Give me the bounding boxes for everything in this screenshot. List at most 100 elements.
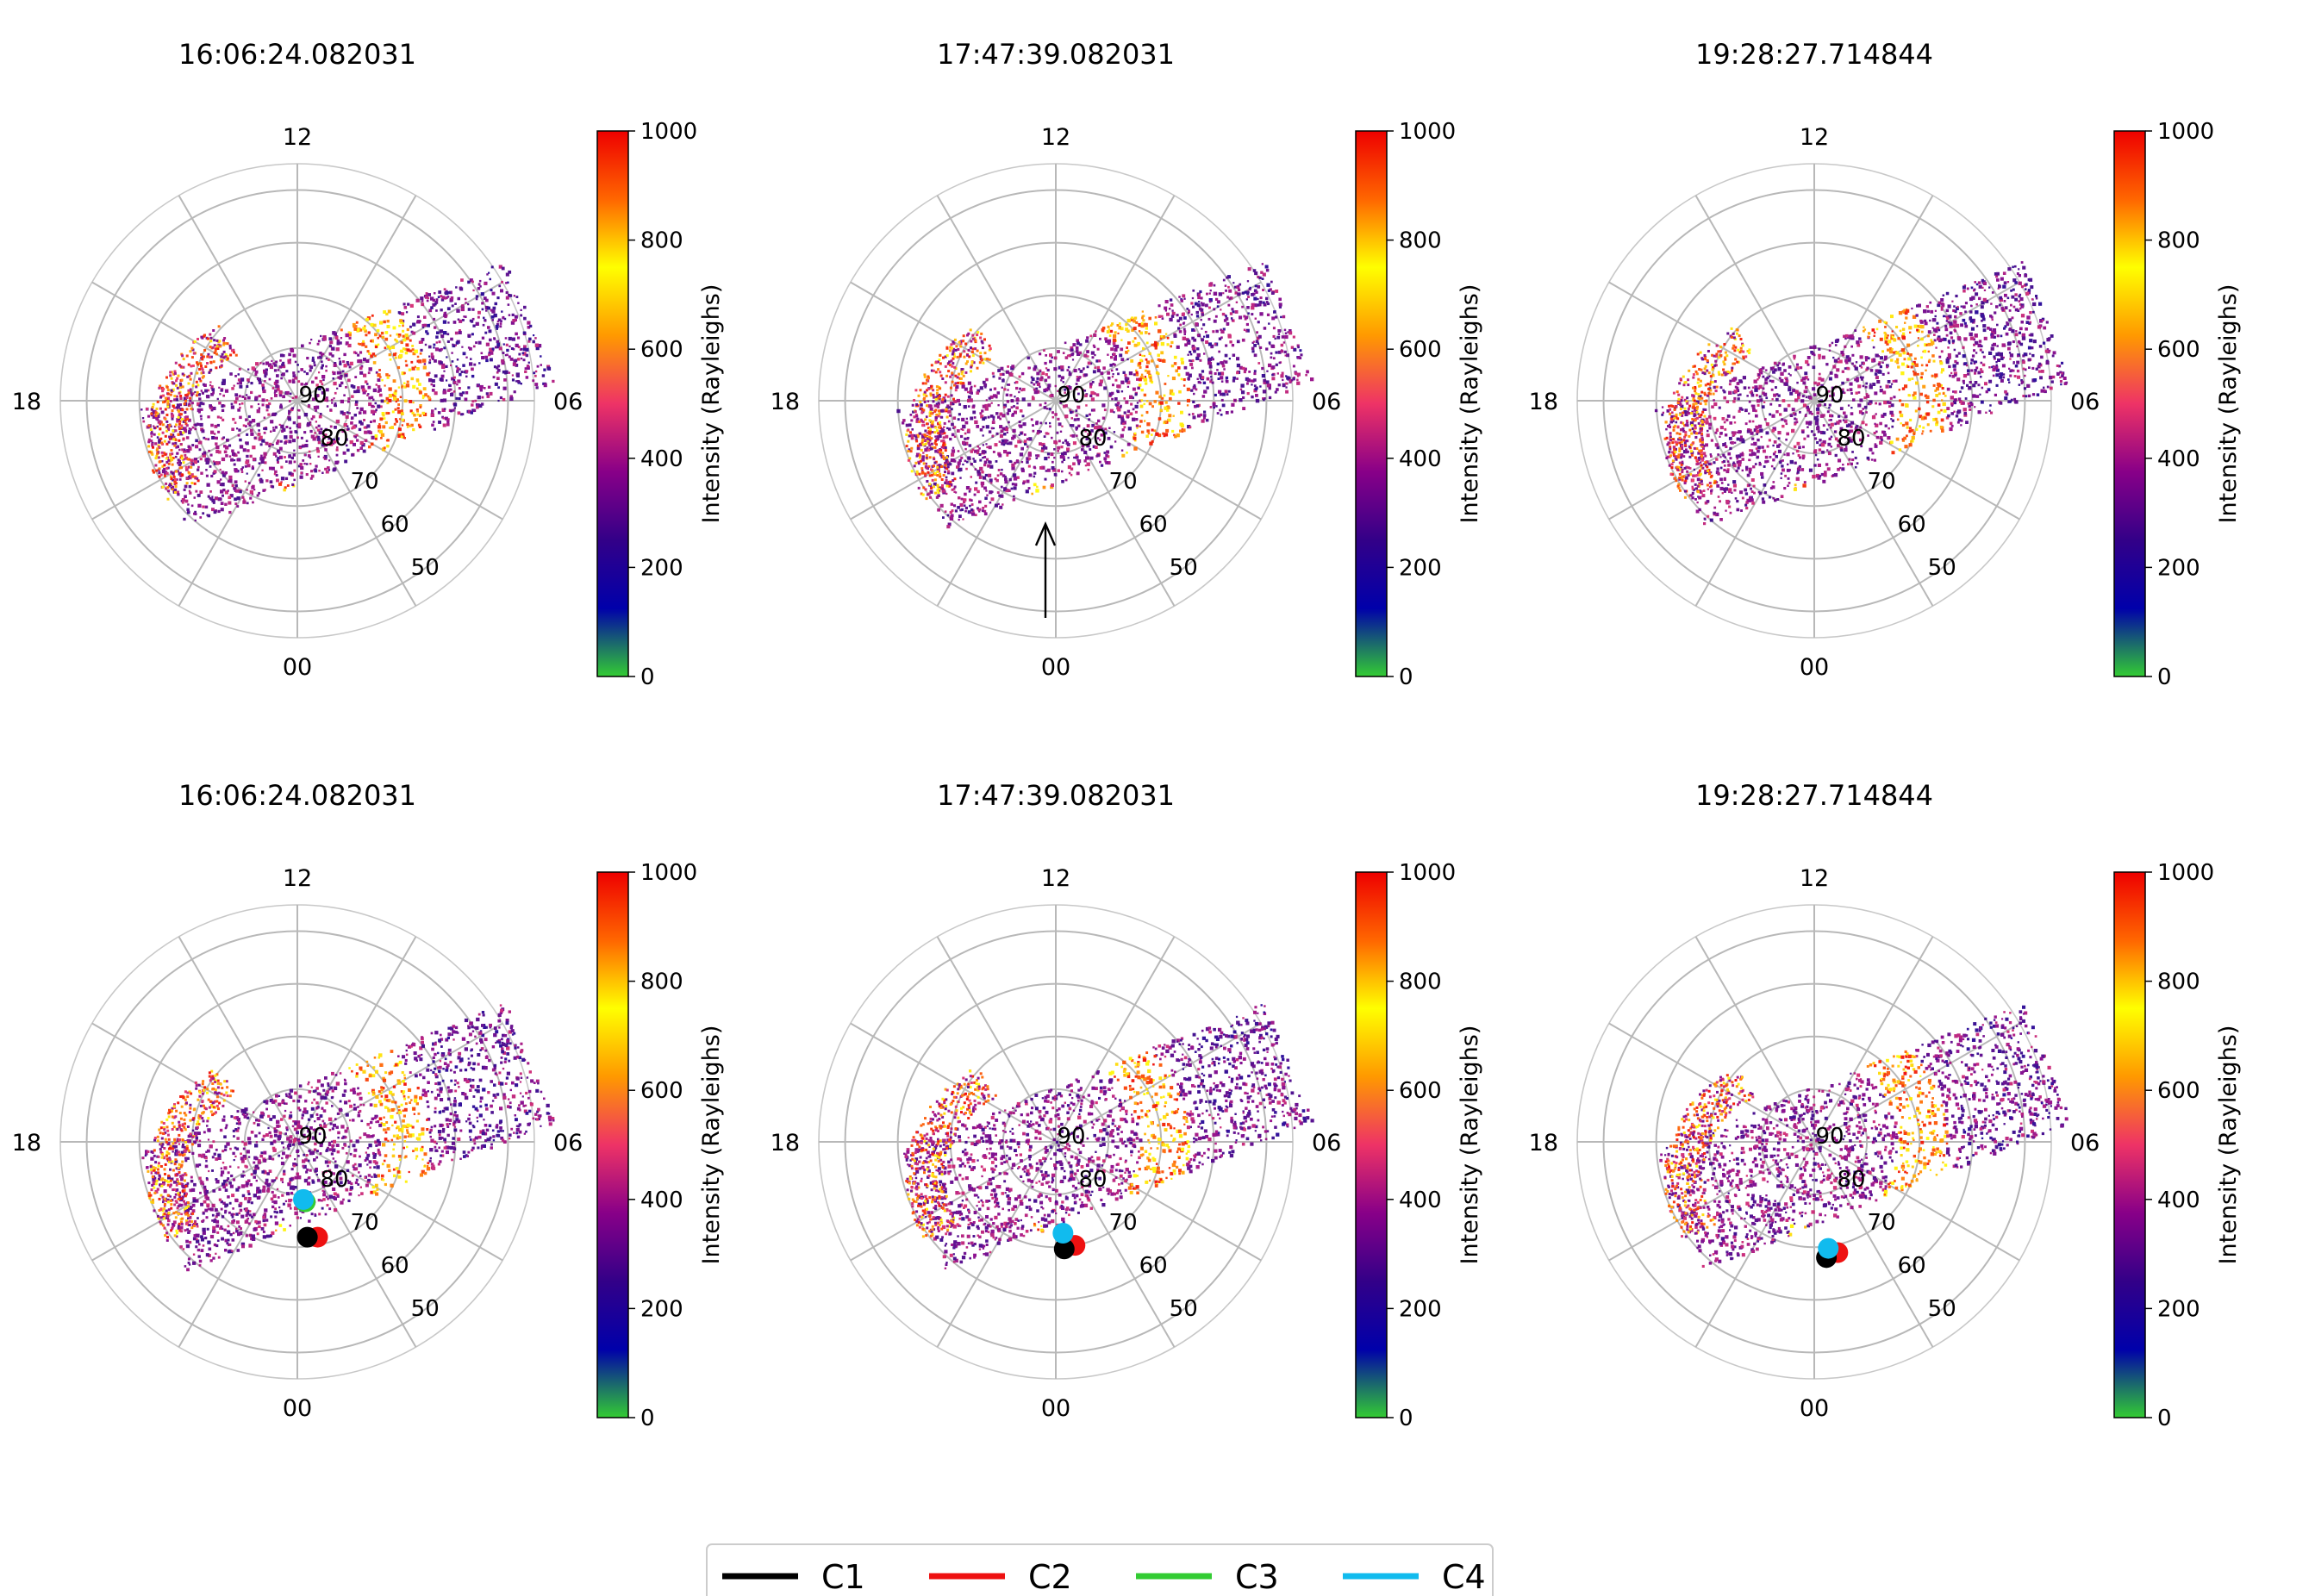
mlt-spoke [1813,400,2020,521]
auroral-intensity-scatter [903,1004,1314,1269]
mlt-label-top: 12 [1800,124,1829,151]
lat-label-50: 50 [1928,555,1956,581]
polar-grid [1576,163,2052,639]
lat-label-50: 50 [411,1296,440,1322]
legend-label-c1: C1 [821,1558,865,1596]
colorbar-tick-600: 600 [1399,1078,1442,1104]
lat-label-90: 90 [1815,1124,1844,1150]
mlt-spoke [1055,936,1176,1143]
colorbar: 0 200 400 600 800 1000 Intensity (Rayleighs) [2113,860,2242,1431]
mlt-label-bottom: 00 [283,1395,312,1422]
mlt-spoke [1813,1022,2020,1143]
colorbar-label: Intensity (Rayleighs) [698,284,725,524]
mlt-spoke [1813,936,1934,1143]
lat-label-70: 70 [351,1210,379,1236]
lat-label-50: 50 [1928,1296,1956,1322]
auroral-intensity-scatter [1654,261,2069,526]
mlt-label-top: 12 [1041,865,1070,892]
colorbar-label: Intensity (Rayleighs) [2215,1026,2242,1265]
panel-title: 17:47:39.082031 [937,779,1175,812]
mlt-spoke [178,936,298,1143]
footpoint-c4 [293,1188,315,1210]
footpoint-c4 [1818,1238,1839,1259]
lat-label-90: 90 [1057,383,1085,408]
colorbar-tick-200: 200 [2157,1296,2200,1322]
mlt-spoke [1813,1141,2020,1262]
mlt-label-left: 18 [771,389,800,415]
polar-grid [59,904,535,1380]
colorbar-gradient [2113,871,2146,1418]
mlt-spoke [178,1141,298,1348]
mlt-label-right: 06 [1312,389,1341,415]
lat-label-80: 80 [1079,426,1108,452]
lat-label-80: 80 [1838,426,1866,452]
polar-grid [59,163,535,639]
mlt-label-left: 18 [1529,1130,1558,1156]
colorbar-gradient [1355,871,1388,1418]
colorbar-tick-400: 400 [640,446,683,472]
lat-label-90: 90 [298,1124,327,1150]
lat-label-50: 50 [1170,1296,1198,1322]
lat-label-80: 80 [1079,1167,1108,1193]
mlt-spoke [296,1141,417,1348]
colorbar-label: Intensity (Rayleighs) [2215,284,2242,524]
lat-label-70: 70 [1868,1210,1896,1236]
mlt-spoke [1608,1022,1815,1143]
mlt-label-bottom: 00 [1041,654,1070,681]
colorbar-tick-200: 200 [2157,555,2200,581]
lat-label-50: 50 [1170,555,1198,581]
colorbar-gradient [596,130,629,677]
colorbar-tick-800: 800 [2157,228,2200,254]
colorbar-tick-0: 0 [2157,1406,2172,1431]
colorbar-gradient [1355,130,1388,677]
footpoint-c1 [296,1226,318,1248]
colorbar: 0 200 400 600 800 1000 Intensity (Rayleighs) [1355,119,1483,690]
colorbar-gradient [596,871,629,1418]
colorbar-tick-1000: 1000 [2157,119,2214,145]
auroral-intensity-scatter [140,265,555,522]
colorbar-label: Intensity (Rayleighs) [1457,1026,1483,1265]
colorbar-tick-600: 600 [640,1078,683,1104]
mlt-spoke [1055,400,1176,607]
colorbar-tick-200: 200 [1399,555,1442,581]
colorbar-tick-1000: 1000 [640,119,697,145]
mlt-spoke [1608,1141,1815,1262]
colorbar-tick-0: 0 [1399,1406,1413,1431]
colorbar-tick-800: 800 [1399,228,1442,254]
colorbar-tick-0: 0 [640,664,655,690]
colorbar-tick-400: 400 [2157,446,2200,472]
mlt-spoke [936,400,1057,607]
colorbar-gradient [2113,130,2146,677]
colorbar-tick-800: 800 [640,228,683,254]
mlt-label-top: 12 [1800,865,1829,892]
mlt-spoke [1694,400,1815,607]
mlt-spoke [1055,1022,1262,1143]
panel-title: 16:06:24.082031 [178,38,416,71]
colorbar-tick-1000: 1000 [2157,860,2214,886]
auroral-intensity-scatter [141,1004,555,1272]
colorbar-tick-200: 200 [640,555,683,581]
lat-label-90: 90 [298,383,327,408]
mlt-spoke [1055,1141,1176,1348]
legend-label-c4: C4 [1442,1558,1486,1596]
colorbar-tick-600: 600 [1399,337,1442,363]
lat-label-90: 90 [1815,383,1844,408]
auroral-intensity-scatter [896,263,1314,529]
colorbar-tick-400: 400 [640,1188,683,1213]
footpoint-c1 [1053,1238,1075,1260]
lat-label-60: 60 [1898,512,1926,538]
mlt-label-left: 18 [1529,389,1558,415]
lat-label-90: 90 [1057,1124,1085,1150]
mlt-spoke [296,195,417,402]
legend-label-c2: C2 [1028,1558,1072,1596]
mlt-label-right: 06 [553,389,583,415]
panel-title: 16:06:24.082031 [178,779,416,812]
colorbar-tick-1000: 1000 [640,860,697,886]
mlt-label-left: 18 [12,389,41,415]
